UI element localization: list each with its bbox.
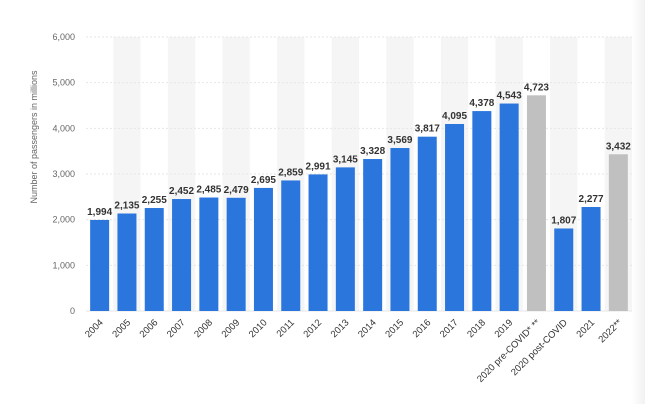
- x-tick-label: 2013: [329, 317, 352, 340]
- value-label: 2,255: [142, 195, 167, 206]
- x-tick-label: 2014: [356, 317, 379, 340]
- y-axis-ticks: 0 1,000 2,000 3,000 4,000 5,000 6,000: [52, 32, 75, 316]
- x-tick-label: 2005: [110, 317, 133, 340]
- x-tick-label: 2022**: [597, 317, 625, 345]
- bar-2020-pre-COVID-: [526, 95, 546, 311]
- bar-2020-post-COVID: [554, 228, 574, 311]
- y-tick-label: 0: [70, 306, 75, 316]
- x-tick-label: 2021: [574, 317, 597, 340]
- bar-2022-: [608, 154, 628, 311]
- y-tick-label: 4,000: [52, 123, 75, 133]
- bar-2019: [499, 103, 519, 311]
- bar-2014: [363, 159, 383, 311]
- value-label: 4,543: [497, 91, 522, 102]
- bar-2011: [281, 180, 301, 311]
- bar-2016: [417, 136, 437, 311]
- y-axis-label: Number of passengers in millions: [29, 70, 39, 204]
- value-label: 3,145: [333, 154, 358, 165]
- y-tick-label: 6,000: [52, 32, 75, 42]
- x-tick-label: 2004: [83, 317, 106, 340]
- y-tick-label: 3,000: [52, 169, 75, 179]
- bar-2015: [390, 148, 410, 311]
- value-label: 2,695: [251, 175, 276, 186]
- y-tick-label: 1,000: [52, 260, 75, 270]
- x-tick-label: 2017: [438, 317, 461, 340]
- x-axis-ticks: 2004 2005 2006 2007 2008 2009 2010 2011 2012 2013…: [83, 317, 625, 385]
- x-tick-label: 2009: [220, 317, 243, 340]
- x-tick-label: 2016: [411, 317, 434, 340]
- bar-2009: [226, 197, 246, 311]
- x-tick-label: 2011: [275, 317, 297, 339]
- bar-2017: [445, 123, 465, 312]
- value-label: 2,277: [579, 194, 604, 205]
- value-label: 4,723: [524, 82, 549, 93]
- bar-2013: [335, 167, 355, 311]
- y-tick-label: 2,000: [52, 215, 75, 225]
- value-label: 1,807: [551, 215, 576, 226]
- x-tick-label: 2010: [247, 317, 270, 340]
- value-label: 2,859: [278, 167, 303, 178]
- value-label: 2,991: [306, 161, 331, 172]
- value-label: 2,479: [224, 185, 249, 196]
- value-label: 2,485: [196, 185, 221, 196]
- value-label: 3,328: [360, 146, 385, 157]
- bar-2004: [90, 219, 110, 311]
- y-tick-label: 5,000: [52, 78, 75, 88]
- value-label: 2,135: [114, 201, 139, 212]
- bar-2018: [472, 111, 492, 311]
- value-label: 3,817: [415, 124, 440, 135]
- value-label: 2,452: [169, 186, 194, 197]
- value-label: 3,432: [606, 141, 631, 152]
- right-edge-shadow: [631, 0, 645, 404]
- value-label: 4,095: [442, 111, 467, 122]
- value-label: 1,994: [87, 207, 112, 218]
- value-label: 3,569: [387, 135, 412, 146]
- bars: [90, 95, 628, 312]
- x-tick-label: 2015: [383, 317, 406, 340]
- x-tick-label: 2012: [301, 317, 324, 340]
- x-tick-label: 2007: [165, 317, 188, 340]
- x-tick-label: 2018: [465, 317, 488, 340]
- x-tick-label: 2006: [138, 317, 161, 340]
- bar-2008: [199, 197, 219, 311]
- bar-2021: [581, 207, 601, 311]
- bar-2007: [172, 199, 192, 311]
- bar-2012: [308, 174, 328, 311]
- value-label: 4,378: [469, 98, 494, 109]
- bar-2005: [117, 213, 137, 311]
- x-tick-label: 2008: [192, 317, 215, 340]
- x-tick-label: 2019: [493, 317, 516, 340]
- bar-2010: [253, 187, 273, 311]
- bar-2006: [144, 208, 164, 311]
